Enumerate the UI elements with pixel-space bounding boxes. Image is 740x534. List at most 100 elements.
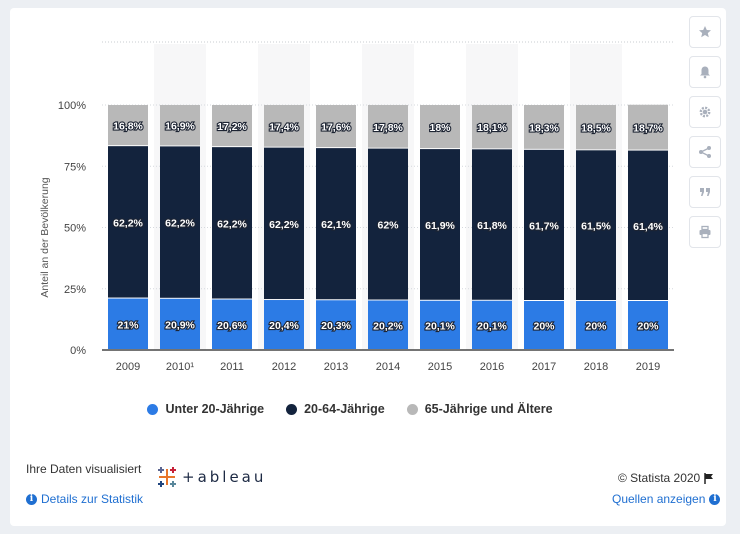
quote-icon [700, 188, 710, 196]
bar-segment [524, 105, 564, 149]
print-button[interactable] [689, 216, 721, 248]
bar-segment [368, 105, 408, 148]
bar-segment [472, 149, 512, 300]
data-label: 61,5% [581, 221, 611, 233]
data-label: 20% [637, 321, 659, 333]
data-label: 20% [533, 321, 555, 333]
tableau-logo[interactable]: +ableau [156, 466, 266, 488]
data-label: 20% [585, 321, 607, 333]
data-label: 18,5% [581, 123, 611, 135]
bar-segment [108, 146, 148, 298]
data-label: 62,2% [113, 217, 143, 229]
bar-segment [264, 105, 304, 147]
y-tick-label: 25% [64, 284, 86, 296]
data-label: 20,2% [373, 320, 403, 332]
legend-label: 20-64-Jährige [304, 402, 385, 416]
copyright: © Statista 2020 [618, 471, 714, 485]
legend-item-65-plus[interactable]: 65-Jährige und Ältere [406, 402, 553, 416]
x-tick-label: 2014 [376, 361, 400, 373]
bar-segment [420, 300, 460, 349]
data-label: 20,4% [269, 320, 299, 332]
tableau-wordmark: +ableau [182, 468, 267, 486]
bar-segment [524, 301, 564, 349]
data-label: 16,9% [165, 121, 195, 133]
x-tick-label: 2018 [584, 361, 608, 373]
bar-segment [160, 298, 200, 349]
bar-segment [368, 300, 408, 349]
data-label: 61,9% [425, 220, 455, 232]
x-tick-label: 2013 [324, 361, 348, 373]
bar-segment [212, 105, 252, 147]
data-label: 20,3% [321, 320, 351, 332]
star-icon [699, 26, 711, 38]
data-label: 18,7% [633, 123, 663, 135]
bar-segment [316, 300, 356, 349]
bar-segment [628, 301, 668, 349]
x-tick-label: 2016 [480, 361, 504, 373]
x-tick-label: 2015 [428, 361, 452, 373]
bar-segment [472, 300, 512, 349]
legend-item-under-20[interactable]: Unter 20-Jährige [147, 402, 264, 416]
bar-segment [160, 105, 200, 146]
bar-segment [108, 105, 148, 146]
x-tick-label: 2010¹ [166, 361, 194, 373]
data-label: 20,1% [425, 320, 455, 332]
data-label: 17,6% [321, 122, 351, 134]
bar-segment [628, 150, 668, 300]
y-tick-label: 75% [64, 161, 86, 173]
bar-segment [316, 148, 356, 300]
bar-segment [576, 150, 616, 300]
legend-label: Unter 20-Jährige [165, 402, 265, 416]
bar-segment [212, 147, 252, 299]
visualized-text: Ihre Daten visualisiert [26, 462, 142, 476]
data-label: 61,8% [477, 220, 507, 232]
data-label: 21% [117, 319, 139, 331]
bell-icon [700, 66, 710, 79]
tableau-cross-icon [158, 467, 176, 487]
settings-button[interactable] [689, 96, 721, 128]
x-tick-label: 2019 [636, 361, 660, 373]
details-label: Details zur Statistik [41, 492, 144, 506]
flag-icon[interactable] [704, 472, 714, 484]
legend-item-20-64[interactable]: 20-64-Jährige [286, 402, 385, 416]
data-label: 17,8% [373, 122, 403, 134]
chart-card: 0% 25% 50% 75% 100% Anteil an der Bevölkerung… [10, 8, 726, 526]
legend-label: 65-Jährige und Ältere [424, 402, 553, 416]
x-tick-label: 2009 [116, 361, 140, 373]
y-tick-label: 0% [70, 345, 86, 357]
x-tick-label: 2012 [272, 361, 296, 373]
bar-segment [160, 146, 200, 298]
legend-dot [406, 403, 418, 415]
bar-segment [108, 298, 148, 349]
share-icon [699, 146, 711, 158]
legend: Unter 20-Jährige 20-64-Jährige 65-Jährig… [10, 402, 690, 416]
action-sidebar [689, 16, 723, 256]
x-tick-label: 2017 [532, 361, 556, 373]
bar-segment [576, 105, 616, 150]
data-label: 62,1% [321, 219, 351, 231]
share-button[interactable] [689, 136, 721, 168]
x-tick-label: 2011 [220, 361, 244, 373]
data-label: 62% [377, 220, 399, 232]
details-link[interactable]: i Details zur Statistik [26, 492, 143, 506]
print-icon [699, 225, 711, 239]
gear-icon [699, 106, 711, 118]
y-axis-label: Anteil an der Bevölkerung [39, 177, 51, 297]
notification-button[interactable] [689, 56, 721, 88]
bar-segment [368, 148, 408, 300]
copyright-text: © Statista 2020 [618, 471, 701, 485]
data-label: 16,8% [113, 121, 143, 133]
info-icon: i [709, 493, 721, 505]
favorite-button[interactable] [689, 16, 721, 48]
cite-button[interactable] [689, 176, 721, 208]
data-label: 62,2% [165, 218, 195, 230]
data-label: 20,6% [217, 320, 247, 332]
bar-segment [264, 147, 304, 300]
data-label: 61,7% [529, 220, 559, 232]
legend-dot [286, 403, 298, 415]
bar-segment [576, 301, 616, 349]
sources-link[interactable]: Quellen anzeigen i [612, 492, 721, 506]
data-label: 61,4% [633, 221, 663, 233]
bar-segment [420, 149, 460, 300]
data-label: 62,2% [217, 218, 247, 230]
